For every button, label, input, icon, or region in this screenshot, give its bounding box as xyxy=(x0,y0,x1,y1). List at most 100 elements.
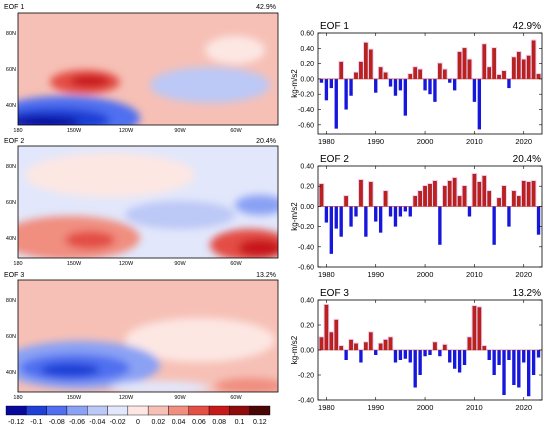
x-tick-label: 2000 xyxy=(417,137,434,146)
y-tick-label: 0.20 xyxy=(300,184,314,191)
bar xyxy=(374,78,378,93)
lon-label: 180 xyxy=(13,261,22,267)
bar xyxy=(467,337,472,351)
lon-label: 180 xyxy=(13,395,22,401)
colorbar-swatch xyxy=(188,405,210,416)
colorbar-swatch xyxy=(208,405,230,416)
bar xyxy=(462,186,467,207)
bar xyxy=(438,206,442,245)
lon-label: 120W xyxy=(119,395,134,401)
bar xyxy=(418,350,422,375)
bar xyxy=(482,346,487,351)
colorbar-label: 0 xyxy=(136,419,140,426)
bar xyxy=(349,78,353,96)
bar-chart-eof1: 0.60 0.40 0.20 0.00 -0.20 -0.40 -0.60 1980 1990 2… xyxy=(290,21,543,146)
bar xyxy=(354,206,358,217)
bar xyxy=(462,350,467,365)
y-tick-label: -0.40 xyxy=(298,398,314,405)
bar xyxy=(319,78,324,83)
bar xyxy=(398,78,403,91)
bar xyxy=(526,55,531,80)
bar xyxy=(526,182,531,207)
y-tick-label: -0.20 xyxy=(298,373,314,380)
bar xyxy=(477,78,482,130)
bar xyxy=(393,206,398,227)
plot-frame xyxy=(317,165,543,268)
bar xyxy=(487,191,492,207)
colorbar-label: 0.12 xyxy=(253,419,267,426)
y-axis-label: kg-m/s2 xyxy=(290,335,299,364)
lat-label: 40N xyxy=(6,236,16,242)
bar xyxy=(467,206,472,217)
bar xyxy=(368,182,373,207)
bar xyxy=(438,350,442,357)
bar xyxy=(428,184,432,207)
bar xyxy=(334,206,338,229)
bar xyxy=(344,196,348,207)
bar xyxy=(531,180,536,207)
x-tick-label: 1980 xyxy=(318,403,335,412)
colorbar-label: -0.02 xyxy=(110,419,126,426)
bar xyxy=(452,350,457,369)
lon-label: 60W xyxy=(230,128,242,134)
bar xyxy=(512,350,516,385)
y-tick-label: -0.60 xyxy=(298,122,314,129)
bar xyxy=(403,350,408,359)
x-tick-label: 2000 xyxy=(417,403,434,412)
map1-pct: 42.9% xyxy=(256,4,276,11)
map-panel-eof2: EOF 2 20.4% xyxy=(4,138,279,259)
colorbar-label: 0.04 xyxy=(172,419,186,426)
bar xyxy=(319,337,324,351)
lon-label: 90W xyxy=(174,128,186,134)
map1-field xyxy=(18,13,278,125)
bar xyxy=(433,78,437,102)
colorbar-swatch xyxy=(229,405,250,416)
colorbar-label: 0.1 xyxy=(235,419,245,426)
bar xyxy=(359,350,363,363)
lat-label: 80N xyxy=(6,31,16,37)
colorbar-swatch xyxy=(107,405,129,416)
colorbar-swatch xyxy=(66,405,88,416)
colorbar-label: -0.04 xyxy=(89,419,105,426)
plot-frame xyxy=(317,32,543,135)
colorbar-label: -0.08 xyxy=(49,419,65,426)
chart-title: EOF 3 xyxy=(320,288,349,299)
bar xyxy=(516,51,521,80)
bar xyxy=(492,350,496,375)
bar xyxy=(517,350,521,388)
bar xyxy=(457,196,462,207)
bar xyxy=(418,69,422,80)
y-tick-label: -0.40 xyxy=(298,107,314,114)
bar xyxy=(383,191,388,207)
lon-label: 90W xyxy=(174,261,186,267)
bar xyxy=(497,350,501,365)
chart-annotation: 20.4% xyxy=(513,154,541,165)
bar xyxy=(536,350,541,358)
bar xyxy=(383,72,388,80)
colorbar-label: -0.12 xyxy=(8,419,24,426)
bar xyxy=(448,350,452,363)
bar xyxy=(403,206,408,212)
x-tick-label: 1980 xyxy=(318,137,335,146)
bar xyxy=(408,206,412,217)
bar xyxy=(521,180,526,207)
lat-label: 40N xyxy=(6,103,16,109)
bar xyxy=(438,63,442,80)
bar xyxy=(487,350,491,360)
bar xyxy=(339,61,344,80)
bar xyxy=(364,206,368,237)
map2-title: EOF 2 xyxy=(4,138,24,145)
bar xyxy=(472,78,477,102)
bar xyxy=(442,344,447,351)
bar xyxy=(462,48,467,80)
bar xyxy=(349,206,353,227)
bar xyxy=(457,350,462,373)
bar xyxy=(521,59,526,80)
lat-label: 60N xyxy=(6,200,16,206)
map2-field xyxy=(18,146,278,258)
bar xyxy=(364,42,368,80)
y-tick-label: -0.20 xyxy=(298,224,314,231)
bar xyxy=(413,196,418,207)
bar xyxy=(482,44,487,80)
bar xyxy=(457,51,462,80)
